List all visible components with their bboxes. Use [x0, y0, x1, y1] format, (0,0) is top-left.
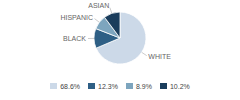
svg-text:BLACK: BLACK [63, 35, 86, 42]
svg-text:HISPANIC: HISPANIC [60, 14, 93, 21]
html-text:8.9%: 8.9% [135, 82, 152, 90]
html-text:12.3%: 12.3% [98, 82, 118, 90]
html-text:68.6%: 68.6% [60, 82, 81, 90]
svg-text:WHITE: WHITE [148, 53, 171, 60]
svg-text:ASIAN: ASIAN [88, 2, 109, 9]
html-text:10.2%: 10.2% [169, 82, 190, 90]
